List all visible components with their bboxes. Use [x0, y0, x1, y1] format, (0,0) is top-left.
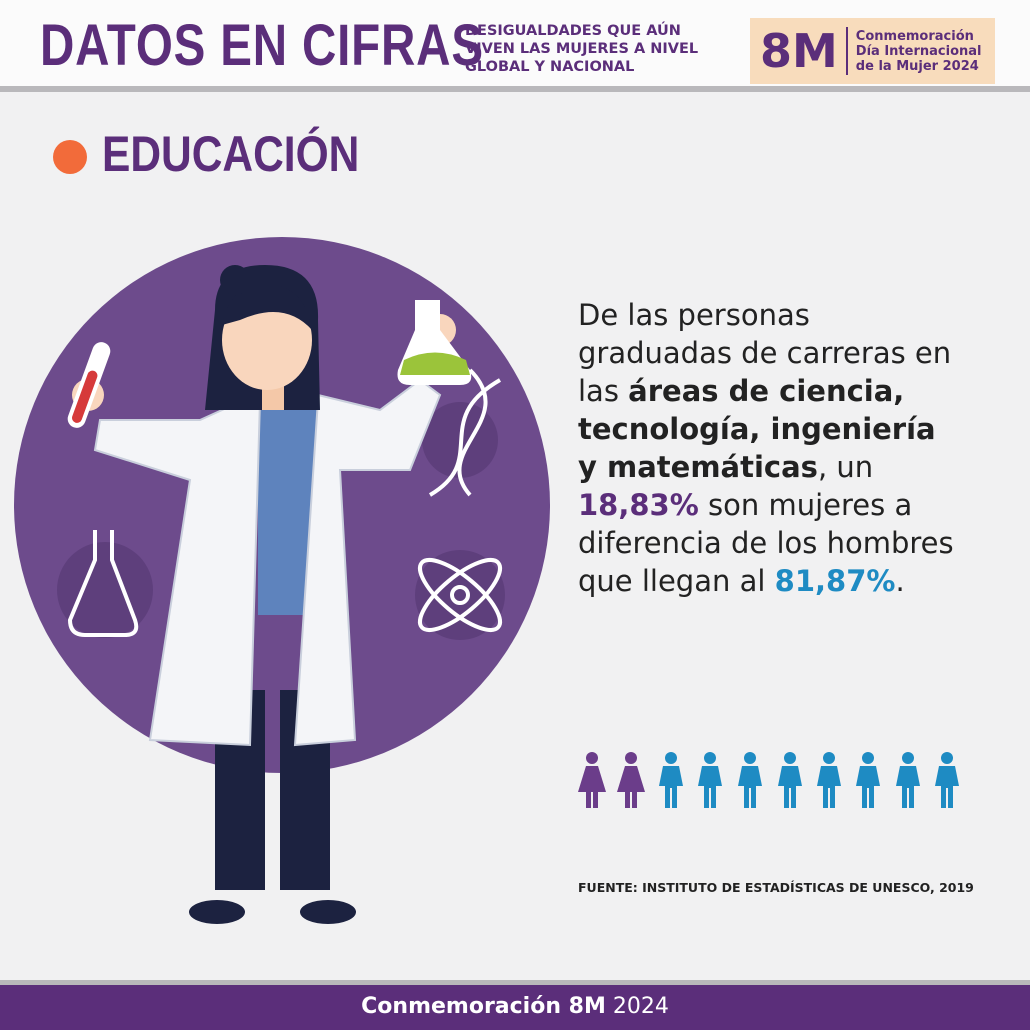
text: , un	[817, 450, 874, 484]
man-icon	[856, 752, 880, 808]
body-text: De las personas graduadas de carreras en…	[578, 296, 958, 600]
badge-mark: 8M	[760, 27, 848, 75]
man-icon	[698, 752, 722, 808]
section-title: EDUCACIÓN	[102, 126, 360, 182]
man-icon	[659, 752, 683, 808]
title: DATOS EN CIFRAS	[40, 13, 484, 78]
man-icon	[778, 752, 802, 808]
man-icon	[738, 752, 762, 808]
scientist	[67, 265, 472, 924]
header: DATOS EN CIFRAS DESIGUALDADES QUE AÚN VI…	[0, 0, 1030, 92]
source: FUENTE: INSTITUTO DE ESTADÍSTICAS DE UNE…	[578, 880, 974, 895]
man-icon	[896, 752, 920, 808]
man-icon	[935, 752, 959, 808]
icon-bg	[57, 542, 153, 638]
bullet-dot	[53, 140, 87, 174]
badge: 8M Conmemoración Día Internacional de la…	[750, 18, 995, 84]
text: .	[895, 564, 905, 598]
woman-icon	[617, 752, 645, 808]
icon-bg	[415, 550, 505, 640]
icons	[67, 368, 503, 637]
text: son mujeres a diferencia de los hombres …	[578, 488, 954, 598]
pictograph	[578, 752, 959, 808]
footer: Conmemoración 8M 2024	[0, 980, 1030, 1030]
stat-men: 81,87%	[774, 564, 896, 598]
subtitle: DESIGUALDADES QUE AÚN VIVEN LAS MUJERES …	[465, 23, 699, 75]
woman-icon	[578, 752, 606, 808]
stat-women: 18,83%	[578, 488, 699, 522]
text: De las personas graduadas de carreras en…	[578, 298, 952, 408]
text-bold: áreas de ciencia, tecnología, ingeniería…	[578, 374, 936, 484]
badge-text: Conmemoración Día Internacional de la Mu…	[855, 28, 982, 74]
footer-year: 2024	[612, 994, 669, 1019]
footer-main: Conmemoración 8M	[361, 994, 606, 1019]
man-icon	[817, 752, 841, 808]
